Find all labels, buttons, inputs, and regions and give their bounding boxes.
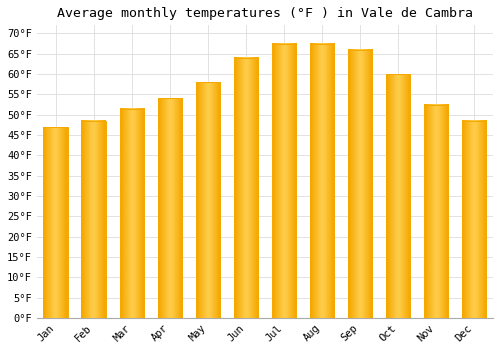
- Bar: [462, 121, 486, 318]
- Bar: [272, 43, 296, 318]
- Title: Average monthly temperatures (°F ) in Vale de Cambra: Average monthly temperatures (°F ) in Va…: [57, 7, 473, 20]
- Bar: [234, 58, 258, 318]
- Bar: [310, 43, 334, 318]
- Bar: [120, 108, 144, 318]
- Bar: [386, 74, 410, 318]
- Bar: [424, 105, 448, 318]
- Bar: [158, 98, 182, 318]
- Bar: [196, 82, 220, 318]
- Bar: [44, 127, 68, 318]
- Bar: [348, 50, 372, 318]
- Bar: [82, 121, 106, 318]
